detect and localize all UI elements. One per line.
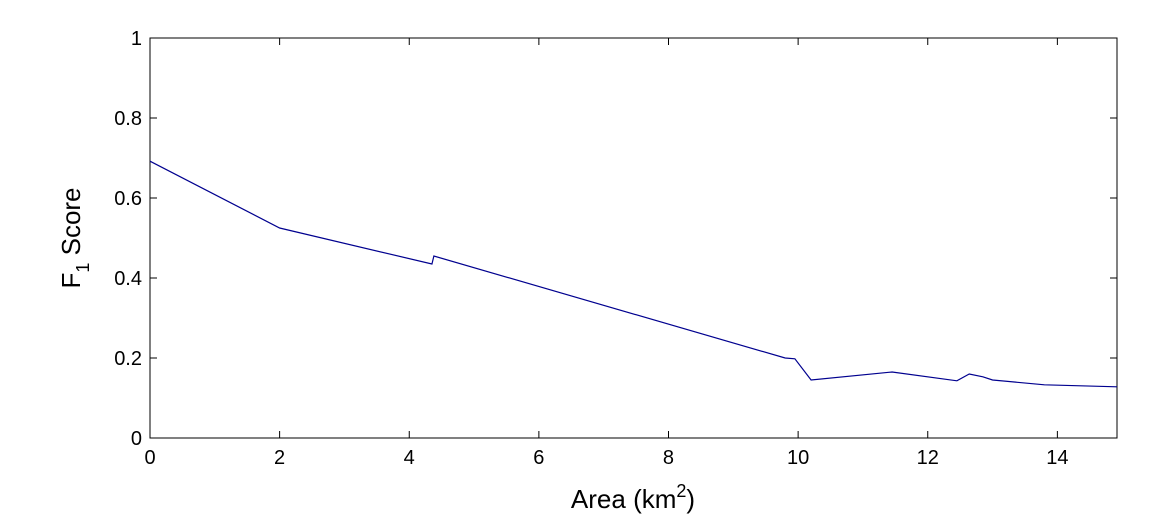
x-label-after: ) [686, 484, 695, 514]
y-axis-label: F1 Score [56, 187, 93, 288]
x-tick-label: 2 [274, 447, 285, 469]
x-tick-label: 12 [917, 447, 939, 469]
data-line [149, 160, 1118, 388]
y-tick-label: 0.8 [114, 108, 142, 130]
y-tick-label: 0.4 [114, 268, 142, 290]
y-label-sub: 1 [73, 263, 93, 273]
plot-frame [149, 37, 1118, 439]
x-axis-label: Area (km2) [571, 481, 695, 514]
x-tick-label: 10 [787, 447, 809, 469]
y-tick-label: 1 [131, 28, 142, 50]
x-label-sup: 2 [676, 481, 686, 501]
x-tick-label: 8 [663, 447, 674, 469]
y-tick-label: 0.2 [114, 348, 142, 370]
x-label-main: Area (km [571, 484, 676, 514]
y-tick-label: 0.6 [114, 188, 142, 210]
x-tick-label: 0 [144, 447, 155, 469]
x-tick-label: 6 [533, 447, 544, 469]
x-tick-label: 14 [1046, 447, 1068, 469]
x-tick-label: 4 [404, 447, 415, 469]
y-label-after: Score [56, 187, 86, 262]
y-label-main: F [56, 273, 86, 289]
y-tick-label: 0 [131, 428, 142, 450]
